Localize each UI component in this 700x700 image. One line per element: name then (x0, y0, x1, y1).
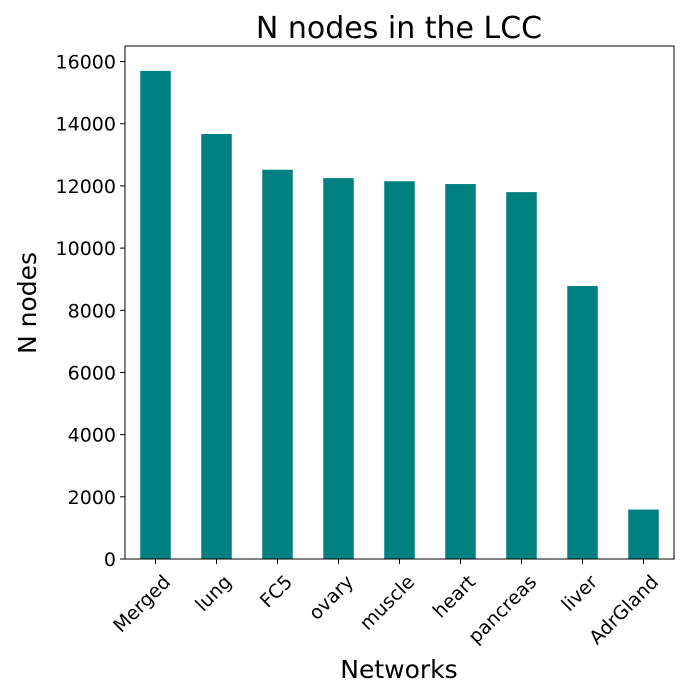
x-tick-label: muscle (356, 571, 420, 635)
bar-adrgland (628, 509, 659, 559)
x-tick-label: FC5 (256, 571, 297, 612)
bar-muscle (384, 181, 415, 559)
x-tick-label: ovary (305, 571, 358, 624)
y-tick-label: 0 (104, 549, 116, 571)
y-tick-label: 6000 (68, 362, 116, 384)
bar-pancreas (506, 192, 537, 560)
bar-heart (445, 184, 476, 559)
y-axis-label: N nodes (13, 252, 42, 354)
y-tick-label: 10000 (56, 238, 116, 260)
bar-fc5 (262, 169, 293, 559)
bar-merged (140, 70, 171, 559)
bar-lung (201, 133, 232, 559)
x-tick-label: liver (557, 571, 602, 616)
bars-group (140, 70, 659, 560)
y-tick-label: 8000 (68, 300, 116, 322)
x-axis-label: Networks (340, 655, 457, 684)
plot-frame (124, 45, 675, 560)
x-tick-label: heart (429, 571, 480, 622)
y-tick-label: 16000 (56, 52, 116, 74)
y-tick-label: 2000 (68, 487, 116, 509)
y-tick-label: 12000 (56, 176, 116, 198)
y-tick-label: 14000 (56, 114, 116, 136)
y-axis: 0 2000 4000 6000 8000 10000 12000 14000 16000 (56, 52, 125, 571)
bar-ovary (323, 178, 354, 560)
bar-liver (567, 286, 598, 559)
y-tick-label: 4000 (68, 425, 116, 447)
chart-title: N nodes in the LCC (256, 11, 542, 46)
x-tick-label: Merged (109, 571, 175, 637)
x-tick-label: lung (191, 571, 236, 616)
